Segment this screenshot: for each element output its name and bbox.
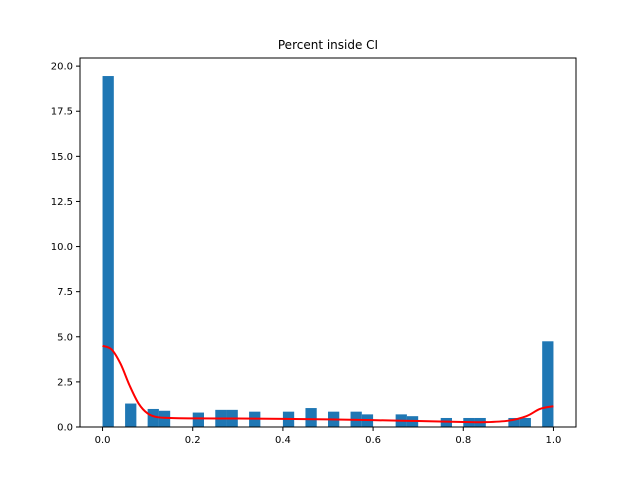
x-tick-label: 1.0: [546, 435, 562, 446]
histogram-bar: [125, 403, 137, 427]
y-tick-label: 20.0: [51, 62, 73, 73]
x-axis-ticks: 0.0 0.2 0.4 0.6 0.8 1.0: [95, 427, 562, 446]
y-tick-label: 12.5: [51, 197, 73, 208]
x-tick-label: 0.8: [455, 435, 471, 446]
x-tick-label: 0.0: [95, 435, 111, 446]
density-curve: [102, 344, 554, 424]
histogram-bar: [102, 76, 114, 427]
histogram-bar: [192, 412, 204, 427]
x-tick-label: 0.6: [365, 435, 381, 446]
y-tick-label: 15.0: [51, 152, 73, 163]
y-tick-label: 7.5: [57, 287, 73, 298]
y-tick-label: 5.0: [57, 332, 73, 343]
plot-frame: [79, 57, 577, 428]
histogram-bars: [102, 76, 554, 427]
y-tick-label: 10.0: [51, 242, 73, 253]
y-tick-label: 17.5: [51, 107, 73, 118]
histogram-bar: [158, 410, 171, 427]
histogram-bar: [147, 408, 159, 427]
chart-title: Percent inside CI: [278, 38, 378, 52]
density-curve-layer: [102, 344, 554, 424]
histogram-bar: [305, 408, 317, 427]
x-tick-label: 0.2: [185, 435, 201, 446]
y-tick-label: 0.0: [57, 423, 73, 434]
histogram-bar: [508, 417, 520, 427]
histogram-bar: [519, 417, 531, 427]
histogram-bar: [542, 341, 554, 427]
x-tick-label: 0.4: [275, 435, 291, 446]
y-axis-ticks: 0.0 2.5 5.0 7.5 10.0 12.5 15.0 17.5 20.0: [51, 62, 80, 434]
y-tick-label: 2.5: [57, 377, 73, 388]
